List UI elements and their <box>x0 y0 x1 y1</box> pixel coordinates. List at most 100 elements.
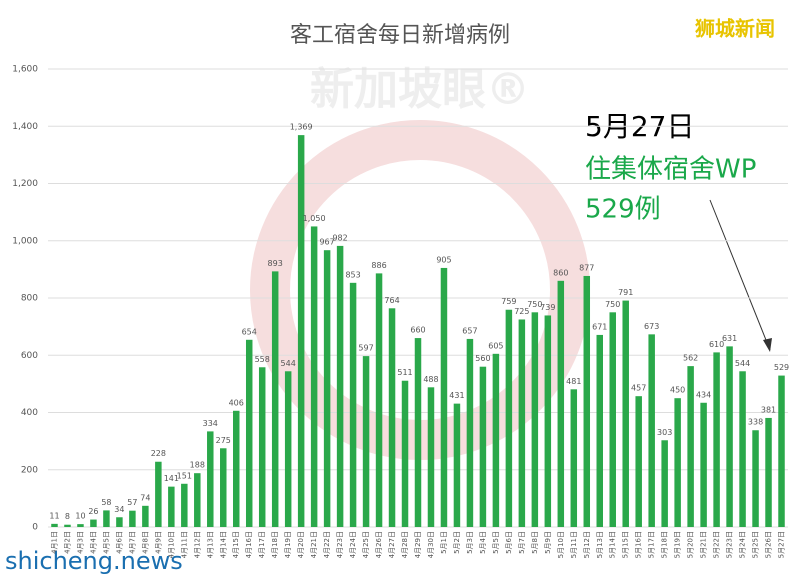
bar <box>570 389 578 527</box>
x-tick-label: 4月30日 <box>427 531 435 558</box>
x-tick-label: 5月21日 <box>700 531 708 558</box>
x-tick-label: 5月7日 <box>518 531 526 554</box>
value-label: 228 <box>151 449 166 458</box>
bar <box>194 473 201 527</box>
x-tick-label: 5月18日 <box>661 531 669 558</box>
arrow-head <box>763 338 772 352</box>
value-label: 725 <box>514 307 529 316</box>
value-label: 860 <box>553 268 568 277</box>
value-label: 457 <box>631 384 646 393</box>
bar <box>479 366 487 527</box>
value-label: 631 <box>722 334 737 343</box>
bar <box>596 334 603 527</box>
value-label: 74 <box>140 493 150 502</box>
value-label: 750 <box>605 300 620 309</box>
bar <box>297 135 305 527</box>
value-label: 660 <box>410 326 425 335</box>
x-tick-label: 4月3日 <box>76 531 84 554</box>
value-label: 886 <box>371 261 386 270</box>
value-label: 334 <box>203 419 218 428</box>
y-tick-label: 200 <box>21 465 38 475</box>
value-label: 791 <box>618 288 633 297</box>
value-label: 558 <box>255 355 270 364</box>
bar <box>674 398 681 527</box>
x-tick-label: 5月23日 <box>726 531 734 558</box>
y-tick-label: 1,200 <box>12 179 38 189</box>
x-tick-label: 5月5日 <box>492 531 500 554</box>
bar <box>155 461 162 527</box>
bar <box>64 524 71 527</box>
x-tick-label: 4月19日 <box>284 531 292 558</box>
bar <box>427 387 435 527</box>
value-label: 905 <box>436 255 451 264</box>
bar <box>207 431 214 527</box>
x-tick-label: 4月4日 <box>89 531 97 554</box>
x-tick-label: 5月24日 <box>739 531 747 558</box>
bar <box>505 309 513 527</box>
bar <box>635 396 642 527</box>
y-tick-label: 400 <box>21 408 38 418</box>
y-tick-label: 600 <box>21 351 38 361</box>
x-tick-label: 4月13日 <box>206 531 214 558</box>
value-label: 275 <box>216 436 231 445</box>
value-label: 488 <box>423 375 438 384</box>
x-tick-label: 5月3日 <box>466 531 474 554</box>
bar <box>90 519 97 527</box>
x-tick-label: 4月17日 <box>258 531 266 558</box>
x-tick-label: 4月12日 <box>193 531 201 558</box>
value-label: 381 <box>761 405 776 414</box>
x-tick-label: 4月5日 <box>102 531 110 554</box>
bar <box>142 505 149 527</box>
x-tick-label: 4月21日 <box>310 531 318 558</box>
value-label: 654 <box>242 327 257 336</box>
site: shicheng.news <box>5 547 183 575</box>
bar <box>622 300 629 527</box>
value-label: 544 <box>735 359 750 368</box>
x-tick-label: 4月26日 <box>375 531 383 558</box>
x-tick-label: 5月8日 <box>531 531 539 554</box>
x-tick-label: 4月10日 <box>167 531 175 558</box>
bar <box>765 417 772 527</box>
y-tick-label: 1,000 <box>12 236 38 246</box>
bar <box>362 356 370 527</box>
x-tick-label: 5月17日 <box>648 531 656 558</box>
x-tick-label: 5月10日 <box>557 531 565 558</box>
value-label: 434 <box>696 390 711 399</box>
bar <box>233 410 240 527</box>
bar <box>181 483 188 527</box>
x-tick-label: 5月13日 <box>596 531 604 558</box>
x-tick-label: 4月27日 <box>388 531 396 558</box>
bar <box>258 367 266 527</box>
x-tick-label: 5月11日 <box>570 531 578 558</box>
value-label: 610 <box>709 340 724 349</box>
value-label: 605 <box>488 341 503 350</box>
value-label: 188 <box>190 461 205 470</box>
bar <box>557 280 565 527</box>
bar <box>129 510 136 527</box>
value-label: 11 <box>49 511 59 520</box>
value-label: 982 <box>332 233 347 242</box>
bar <box>323 250 331 528</box>
bar <box>648 334 655 527</box>
x-tick-label: 5月9日 <box>544 531 552 554</box>
chart-title: 客工宿舍每日新增病例 <box>290 23 510 48</box>
x-tick-label: 5月14日 <box>609 531 617 558</box>
bar <box>271 271 279 527</box>
bar <box>778 375 785 527</box>
bar <box>51 523 58 527</box>
x-tick-label: 5月2日 <box>453 531 461 554</box>
y-tick-label: 0 <box>32 523 38 533</box>
value-label: 58 <box>101 498 111 507</box>
bar <box>609 312 616 527</box>
y-tick-label: 800 <box>21 294 38 304</box>
bar <box>700 402 707 527</box>
annotation-arrow <box>709 199 771 351</box>
x-tick-label: 4月23日 <box>336 531 344 558</box>
value-label: 10 <box>75 512 85 521</box>
value-label: 511 <box>397 368 412 377</box>
bar <box>401 380 409 527</box>
bar <box>388 308 396 527</box>
value-label: 26 <box>88 507 98 516</box>
y-tick-label: 1,600 <box>12 65 38 75</box>
value-label: 759 <box>501 297 516 306</box>
